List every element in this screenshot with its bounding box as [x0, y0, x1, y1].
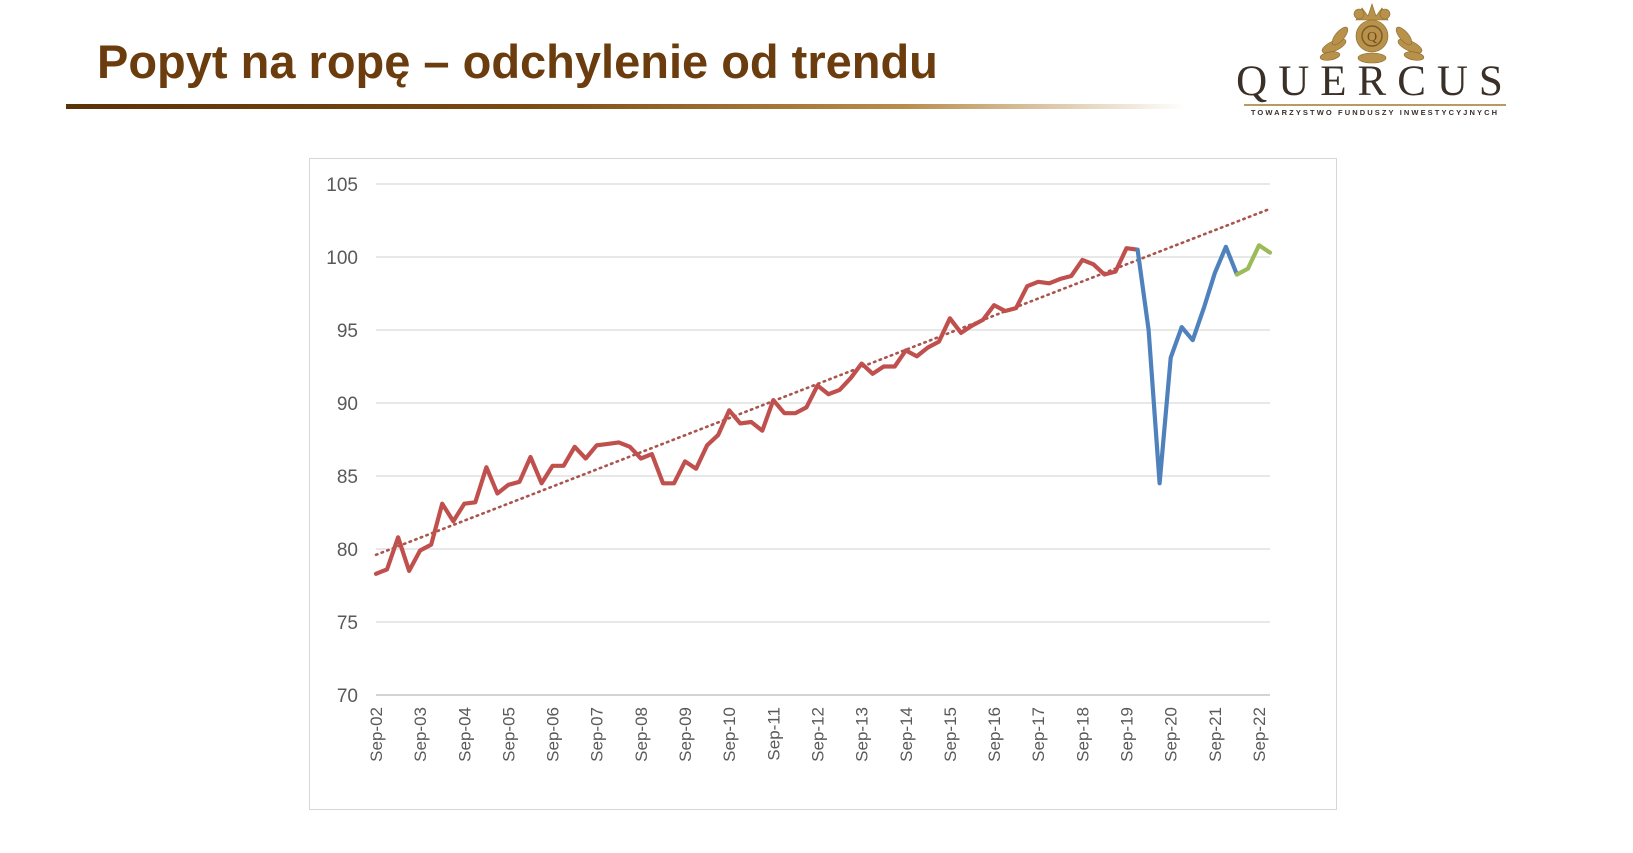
- x-tick-label: Sep-05: [499, 707, 518, 762]
- x-tick-label: Sep-19: [1118, 707, 1137, 762]
- logo-wordmark: QUERCUS: [1236, 58, 1514, 105]
- logo-subtitle: TOWARZYSTWO FUNDUSZY INWESTYCYJNYCH: [1250, 108, 1500, 117]
- svg-text:Q: Q: [1367, 30, 1377, 45]
- y-tick-label: 95: [337, 321, 358, 342]
- title-underline: [66, 104, 1186, 109]
- x-tick-label: Sep-08: [632, 707, 651, 762]
- x-tick-label: Sep-13: [853, 707, 872, 762]
- series-lines: [373, 243, 1273, 576]
- x-tick-label: Sep-02: [367, 707, 386, 762]
- quercus-logo: Q QUERCUS TOWARZYSTWO FUNDUSZY INWESTYCY…: [1230, 0, 1520, 125]
- x-tick-label: Sep-06: [544, 707, 563, 762]
- x-tick-label: Sep-04: [455, 707, 474, 762]
- x-tick-label: Sep-21: [1206, 707, 1225, 762]
- logo-divider: [1244, 104, 1506, 106]
- x-tick-label: Sep-07: [588, 707, 607, 762]
- trendline: [374, 207, 1272, 557]
- x-tick-label: Sep-15: [941, 707, 960, 762]
- series-line-3: [1234, 243, 1273, 277]
- y-tick-label: 90: [337, 394, 358, 415]
- trend-line: [374, 207, 1272, 557]
- x-axis-ticks: Sep-02 Sep-03 Sep-04 Sep-05 Sep-06 Sep-07 Sep-…: [367, 707, 1269, 762]
- x-tick-label: Sep-12: [808, 707, 827, 762]
- oak-crest-icon: Q: [1319, 3, 1425, 64]
- x-tick-label: Sep-22: [1250, 707, 1269, 762]
- x-tick-label: Sep-17: [1029, 707, 1048, 762]
- y-tick-label: 100: [326, 248, 358, 269]
- x-tick-label: Sep-14: [897, 707, 916, 762]
- y-tick-label: 70: [337, 686, 358, 707]
- y-tick-label: 80: [337, 540, 358, 561]
- chart-frame: 70 75 80 85 90 95 100 105 Sep-02 Sep-03 Sep-04 Sep…: [309, 158, 1337, 810]
- x-tick-label: Sep-09: [676, 707, 695, 762]
- x-tick-label: Sep-18: [1073, 707, 1092, 762]
- series-line-1: [373, 246, 1140, 576]
- y-tick-label: 85: [337, 467, 358, 488]
- x-tick-label: Sep-11: [764, 707, 783, 761]
- y-tick-label: 75: [337, 613, 358, 634]
- x-tick-label: Sep-20: [1162, 707, 1181, 762]
- y-tick-label: 105: [326, 175, 358, 196]
- x-tick-label: Sep-03: [411, 707, 430, 762]
- slide-title: Popyt na ropę – odchylenie od trendu: [97, 35, 938, 88]
- y-axis-ticks: 70 75 80 85 90 95 100 105: [326, 175, 358, 707]
- series-line-2: [1135, 244, 1240, 486]
- x-tick-label: Sep-16: [985, 707, 1004, 762]
- x-tick-label: Sep-10: [720, 707, 739, 762]
